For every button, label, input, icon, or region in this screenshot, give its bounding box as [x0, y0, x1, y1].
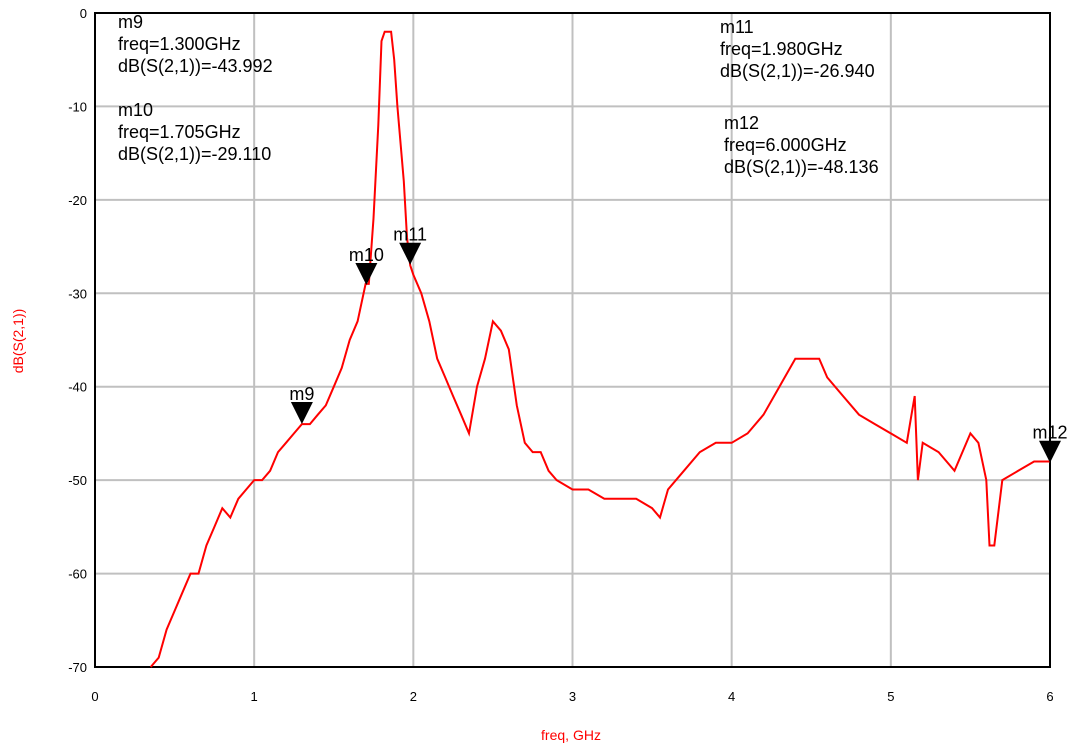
readout-m11-freq: freq=1.980GHz: [720, 39, 843, 59]
x-tick-label: 5: [887, 689, 894, 704]
y-tick-label: -30: [68, 286, 87, 301]
y-tick-label: -20: [68, 193, 87, 208]
marker-m12-icon: [1039, 440, 1061, 463]
y-tick-label: -70: [68, 660, 87, 675]
readout-m12-name: m12: [724, 113, 759, 133]
grid-lines: [94, 12, 1051, 668]
x-tick-label: 2: [410, 689, 417, 704]
x-tick-labels: 0 1 2 3 4 5 6: [91, 689, 1053, 704]
readout-m9-freq: freq=1.300GHz: [118, 34, 241, 54]
x-axis-label: freq, GHz: [541, 727, 601, 743]
x-tick-label: 1: [251, 689, 258, 704]
y-tick-label: -40: [68, 380, 87, 395]
x-tick-label: 6: [1046, 689, 1053, 704]
readout-m10-name: m10: [118, 100, 153, 120]
readout-m10-freq: freq=1.705GHz: [118, 122, 241, 142]
marker-m10-icon: [355, 262, 378, 285]
readout-m9-name: m9: [118, 12, 143, 32]
readout-m10-value: dB(S(2,1))=-29.110: [118, 144, 271, 164]
plot-frame: [94, 12, 1051, 668]
marker-m10-label: m10: [349, 245, 384, 265]
marker-m11-label: m11: [393, 225, 427, 245]
readout-m11-value: dB(S(2,1))=-26.940: [720, 61, 875, 81]
marker-group: m9 m10 m11 m12: [289, 225, 1068, 463]
x-tick-label: 3: [569, 689, 576, 704]
marker-m12-label: m12: [1032, 423, 1067, 443]
readout-m9-value: dB(S(2,1))=-43.992: [118, 56, 273, 76]
y-tick-label: -50: [68, 473, 87, 488]
readout-m12-value: dB(S(2,1))=-48.136: [724, 157, 879, 177]
y-tick-label: -60: [68, 567, 87, 582]
marker-readouts: m9freq=1.300GHzdB(S(2,1))=-43.992m10freq…: [118, 12, 879, 177]
x-tick-label: 4: [728, 689, 735, 704]
marker-m11-icon: [399, 242, 422, 265]
y-tick-label: 0: [80, 6, 87, 21]
s21-trace: [149, 30, 1050, 668]
y-axis-label: dB(S(2,1)): [10, 309, 26, 374]
y-tick-label: -10: [68, 99, 87, 114]
marker-m9-label: m9: [289, 384, 314, 404]
y-tick-labels: 0 -10 -20 -30 -40 -50 -60 -70: [68, 6, 87, 675]
x-tick-label: 0: [91, 689, 98, 704]
readout-m12-freq: freq=6.000GHz: [724, 135, 847, 155]
readout-m11-name: m11: [720, 17, 754, 37]
marker-m9-icon: [290, 402, 313, 425]
